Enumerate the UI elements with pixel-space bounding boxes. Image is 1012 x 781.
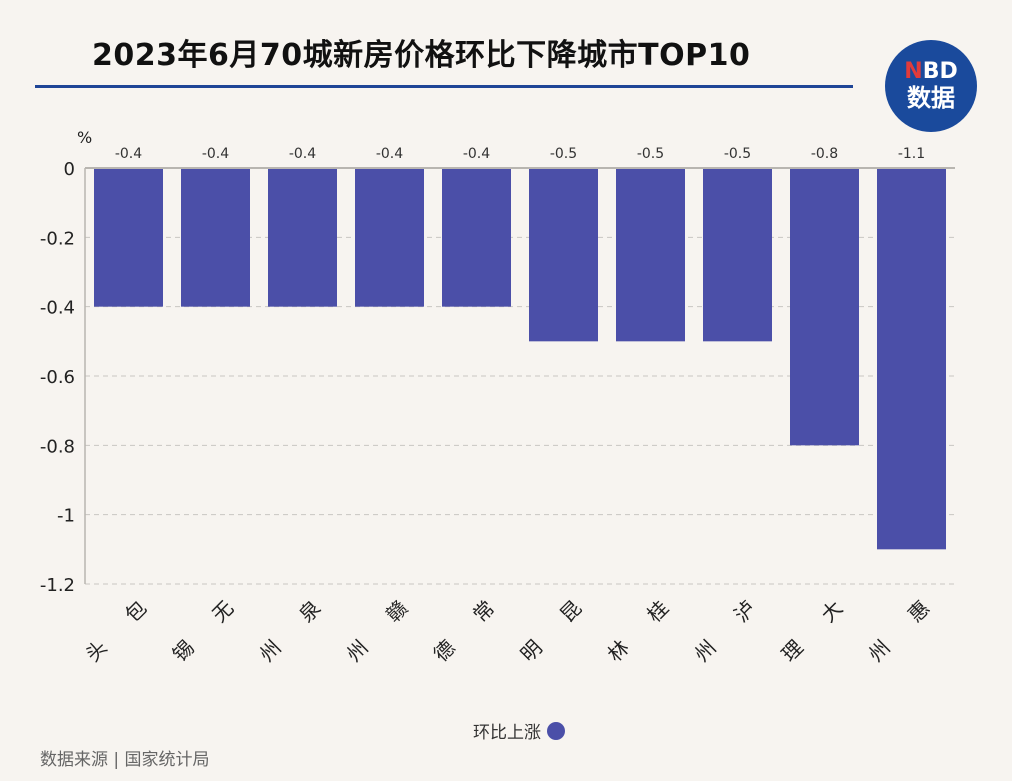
y-tick-label: -0.2 [40, 228, 75, 249]
bar [616, 168, 685, 342]
x-tick-label: 桂林 [603, 596, 674, 667]
x-tick-char: 桂 [642, 596, 673, 627]
y-unit-label: % [77, 128, 92, 147]
x-tick-char: 赣 [381, 596, 412, 627]
data-label: -0.5 [724, 146, 751, 162]
bar [268, 168, 337, 307]
data-label: -0.8 [811, 146, 838, 162]
x-tick-char: 林 [603, 635, 634, 666]
y-tick-label: -1 [57, 506, 75, 527]
x-tick-char: 德 [429, 635, 460, 666]
y-tick-label: -1.2 [40, 575, 75, 596]
bar [94, 168, 163, 307]
x-tick-label: 惠州 [864, 596, 935, 667]
x-tick-char: 泉 [294, 596, 325, 627]
data-label: -0.4 [202, 146, 229, 162]
x-tick-char: 锡 [168, 635, 199, 666]
legend-label: 环比上涨 [473, 723, 541, 743]
x-tick-char: 州 [342, 635, 373, 666]
data-label: -1.1 [898, 146, 925, 162]
data-label: -0.4 [289, 146, 316, 162]
x-tick-char: 常 [468, 596, 499, 627]
logo-sub-text: 数据 [907, 84, 955, 112]
bar [442, 168, 511, 307]
x-tick-label: 昆明 [516, 596, 587, 667]
x-tick-char: 州 [255, 635, 286, 666]
x-tick-label: 泸州 [690, 596, 761, 667]
x-tick-char: 明 [516, 635, 547, 666]
legend: 环比上涨 [473, 718, 565, 743]
x-tick-char: 无 [207, 596, 238, 627]
data-label: -0.4 [115, 146, 142, 162]
x-tick-label: 包头 [81, 596, 152, 667]
y-tick-label: -0.6 [40, 367, 75, 388]
bar [877, 168, 946, 550]
title-underline [35, 85, 853, 88]
nbd-logo: NBD 数据 [885, 40, 977, 132]
x-tick-char: 大 [816, 596, 847, 627]
data-label: -0.4 [376, 146, 403, 162]
x-tick-label: 无锡 [168, 596, 239, 667]
chart-title: 2023年6月70城新房价格环比下降城市TOP10 [92, 38, 751, 73]
data-label: -0.4 [463, 146, 490, 162]
y-tick-label: -0.8 [40, 436, 75, 457]
legend-marker [547, 721, 565, 740]
source-note: 数据来源 | 国家统计局 [40, 750, 210, 770]
x-tick-label: 常德 [429, 596, 500, 667]
x-tick-char: 惠 [903, 596, 934, 627]
data-label: -0.5 [550, 146, 577, 162]
bar [703, 168, 772, 342]
x-tick-char: 州 [690, 635, 721, 666]
x-tick-char: 理 [777, 635, 808, 666]
x-tick-char: 头 [81, 635, 112, 666]
bar [355, 168, 424, 307]
y-tick-label: -0.4 [40, 298, 75, 319]
x-tick-char: 泸 [729, 596, 760, 627]
x-tick-char: 州 [864, 635, 895, 666]
x-tick-label: 赣州 [342, 596, 413, 667]
data-label: -0.5 [637, 146, 664, 162]
x-tick-label: 大理 [777, 596, 848, 667]
bar [529, 168, 598, 342]
x-tick-label: 泉州 [255, 596, 326, 667]
x-tick-char: 包 [120, 596, 151, 627]
bar [790, 168, 859, 446]
logo-nbd-text: NBD [904, 59, 958, 84]
y-tick-label: 0 [64, 159, 75, 180]
bar [181, 168, 250, 307]
x-tick-char: 昆 [555, 596, 586, 627]
